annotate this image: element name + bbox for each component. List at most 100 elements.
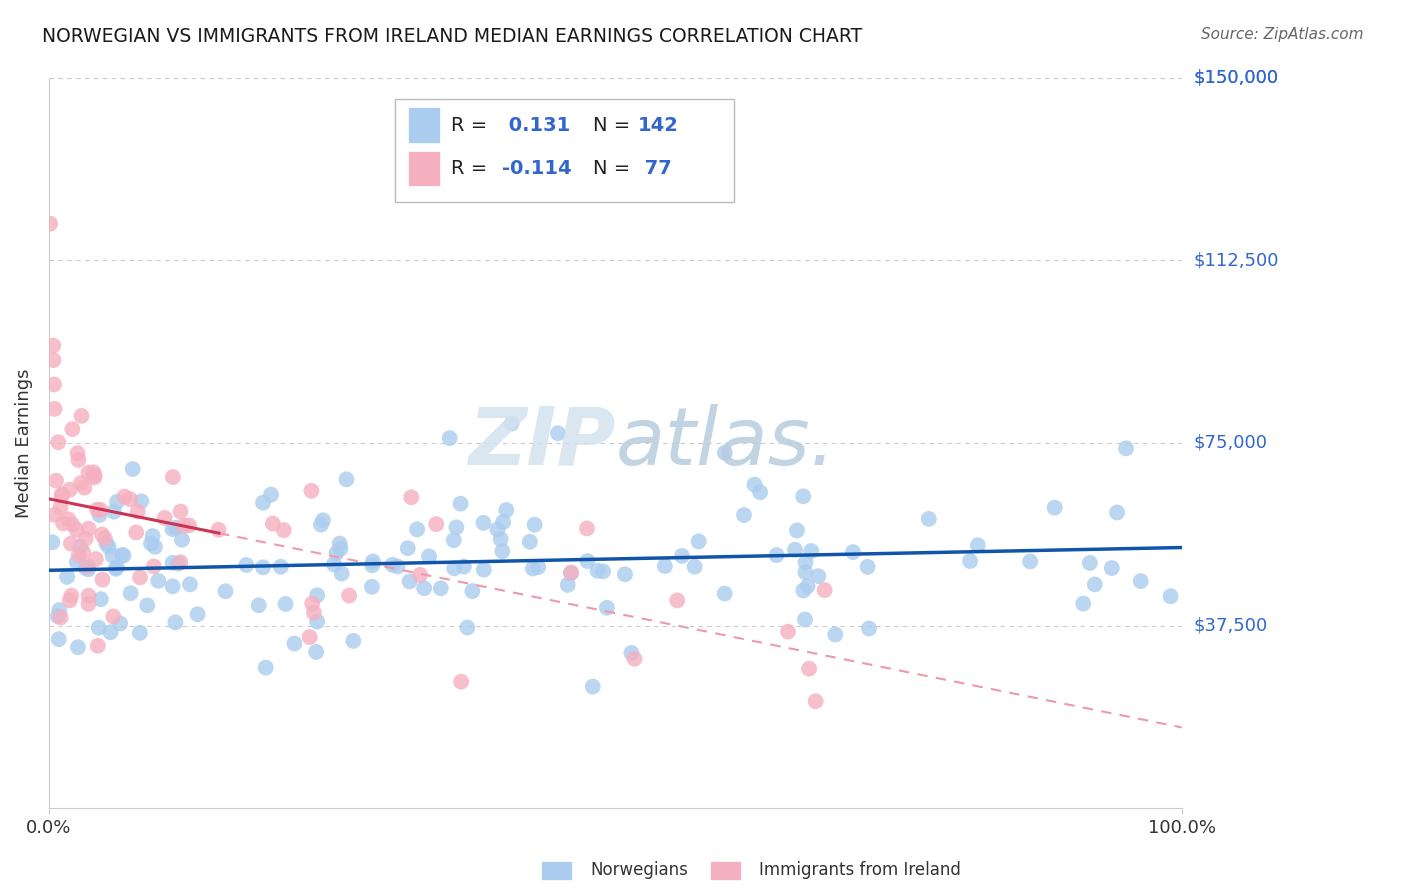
- Point: [48, 632, 70, 647]
- Point: [396, 541, 419, 556]
- Point: [302, 606, 325, 620]
- Point: [165, 521, 187, 535]
- Point: [586, 564, 609, 578]
- Point: [804, 694, 827, 708]
- Point: [683, 559, 706, 574]
- Point: [381, 558, 404, 572]
- Point: [418, 549, 440, 564]
- Point: [44, 508, 66, 522]
- Text: N =: N =: [593, 116, 637, 135]
- Text: ZIP: ZIP: [468, 404, 616, 482]
- Point: [401, 490, 423, 504]
- Point: [794, 555, 817, 569]
- Point: [786, 524, 808, 538]
- Point: [70, 476, 93, 491]
- Point: [187, 607, 209, 622]
- Point: [100, 625, 122, 640]
- Point: [207, 523, 229, 537]
- Point: [406, 522, 429, 536]
- Point: [413, 581, 436, 595]
- Point: [329, 541, 352, 556]
- Point: [170, 533, 193, 547]
- Point: [162, 579, 184, 593]
- Point: [620, 646, 643, 660]
- Point: [744, 477, 766, 491]
- Point: [713, 586, 735, 600]
- Point: [856, 559, 879, 574]
- Point: [858, 622, 880, 636]
- Point: [67, 453, 90, 467]
- Point: [45, 474, 67, 488]
- Point: [309, 517, 332, 532]
- Point: [450, 497, 472, 511]
- Point: [39, 217, 62, 231]
- Point: [60, 517, 83, 532]
- Point: [596, 600, 619, 615]
- Point: [301, 597, 323, 611]
- Point: [1101, 561, 1123, 575]
- Point: [323, 558, 346, 572]
- Point: [162, 470, 184, 484]
- Point: [824, 627, 846, 641]
- Point: [425, 517, 447, 532]
- Point: [66, 446, 89, 460]
- Point: [143, 540, 166, 554]
- Point: [214, 584, 236, 599]
- Point: [89, 503, 111, 517]
- Point: [252, 496, 274, 510]
- Point: [749, 485, 772, 500]
- Point: [41, 535, 63, 549]
- Point: [1043, 500, 1066, 515]
- Point: [671, 549, 693, 563]
- Text: Norwegians: Norwegians: [591, 861, 689, 879]
- Point: [72, 545, 94, 559]
- Point: [443, 533, 465, 548]
- Point: [44, 401, 66, 416]
- Point: [733, 508, 755, 522]
- Point: [783, 542, 806, 557]
- Point: [51, 487, 73, 501]
- Point: [446, 520, 468, 534]
- Point: [46, 435, 69, 450]
- Bar: [408, 108, 440, 143]
- Point: [453, 559, 475, 574]
- Point: [59, 483, 82, 497]
- Point: [688, 534, 710, 549]
- Point: [794, 566, 817, 580]
- Point: [299, 483, 322, 498]
- Point: [177, 518, 200, 533]
- Point: [472, 516, 495, 530]
- Point: [714, 446, 737, 460]
- Point: [173, 519, 195, 533]
- Point: [523, 517, 546, 532]
- Point: [307, 615, 329, 629]
- Point: [87, 621, 110, 635]
- Point: [582, 680, 605, 694]
- Point: [169, 504, 191, 518]
- Point: [792, 583, 814, 598]
- Point: [247, 599, 270, 613]
- Point: [387, 559, 409, 574]
- Point: [1115, 442, 1137, 456]
- Point: [283, 636, 305, 650]
- Point: [114, 490, 136, 504]
- Point: [136, 599, 159, 613]
- Point: [492, 515, 515, 529]
- Point: [342, 633, 364, 648]
- Point: [592, 564, 614, 578]
- Text: 142: 142: [638, 116, 679, 135]
- Point: [501, 417, 523, 431]
- Point: [49, 610, 72, 624]
- Point: [361, 554, 384, 568]
- Point: [796, 579, 818, 593]
- Point: [337, 589, 360, 603]
- Point: [169, 555, 191, 569]
- Point: [527, 560, 550, 574]
- Point: [461, 584, 484, 599]
- Point: [1078, 556, 1101, 570]
- Point: [42, 338, 65, 352]
- Point: [96, 536, 118, 550]
- Point: [56, 570, 79, 584]
- Text: $150,000: $150,000: [1194, 69, 1278, 87]
- Text: R =: R =: [451, 116, 494, 135]
